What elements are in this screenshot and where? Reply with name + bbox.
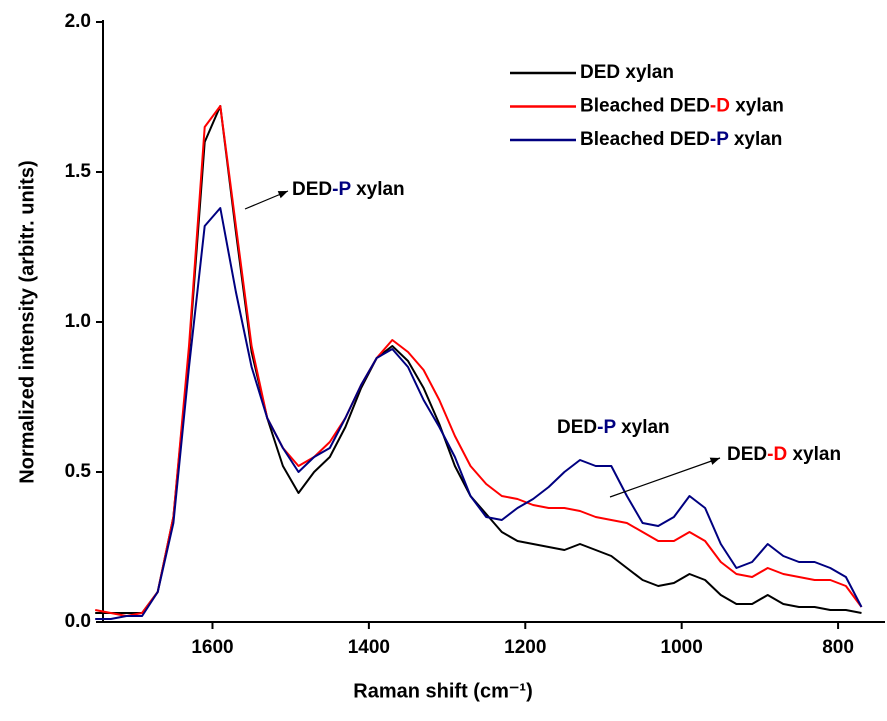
data-line: [95, 105, 862, 614]
x-tick-label: 1200: [504, 637, 546, 658]
y-tick-label: 0.5: [65, 461, 92, 482]
data-line: [95, 105, 863, 617]
y-tick-label: 1.0: [65, 311, 91, 332]
x-tick-label: 1400: [348, 637, 390, 658]
annotation: DED-P xylan: [557, 417, 670, 438]
annotation-arrow: [244, 190, 289, 210]
x-tick-label: 1000: [661, 637, 703, 658]
y-tick-label: 0.0: [65, 611, 91, 632]
y-axis-label: Normalized intensity (arbitr. units): [16, 160, 38, 483]
annotation-arrow: [609, 457, 721, 498]
legend-label: DED xylan: [580, 62, 674, 83]
data-line: [95, 207, 863, 620]
legend-label: Bleached DED-P xylan: [580, 129, 782, 150]
x-tick-label: 800: [822, 637, 854, 658]
y-tick-label: 1.5: [65, 161, 92, 182]
x-tick-label: 1600: [191, 637, 233, 658]
annotation: DED-D xylan: [727, 444, 841, 465]
x-axis-label: Raman shift (cm⁻¹): [353, 680, 532, 702]
annotation: DED-P xylan: [292, 179, 405, 200]
y-tick-label: 2.0: [65, 11, 91, 32]
legend-label: Bleached DED-D xylan: [580, 96, 784, 117]
